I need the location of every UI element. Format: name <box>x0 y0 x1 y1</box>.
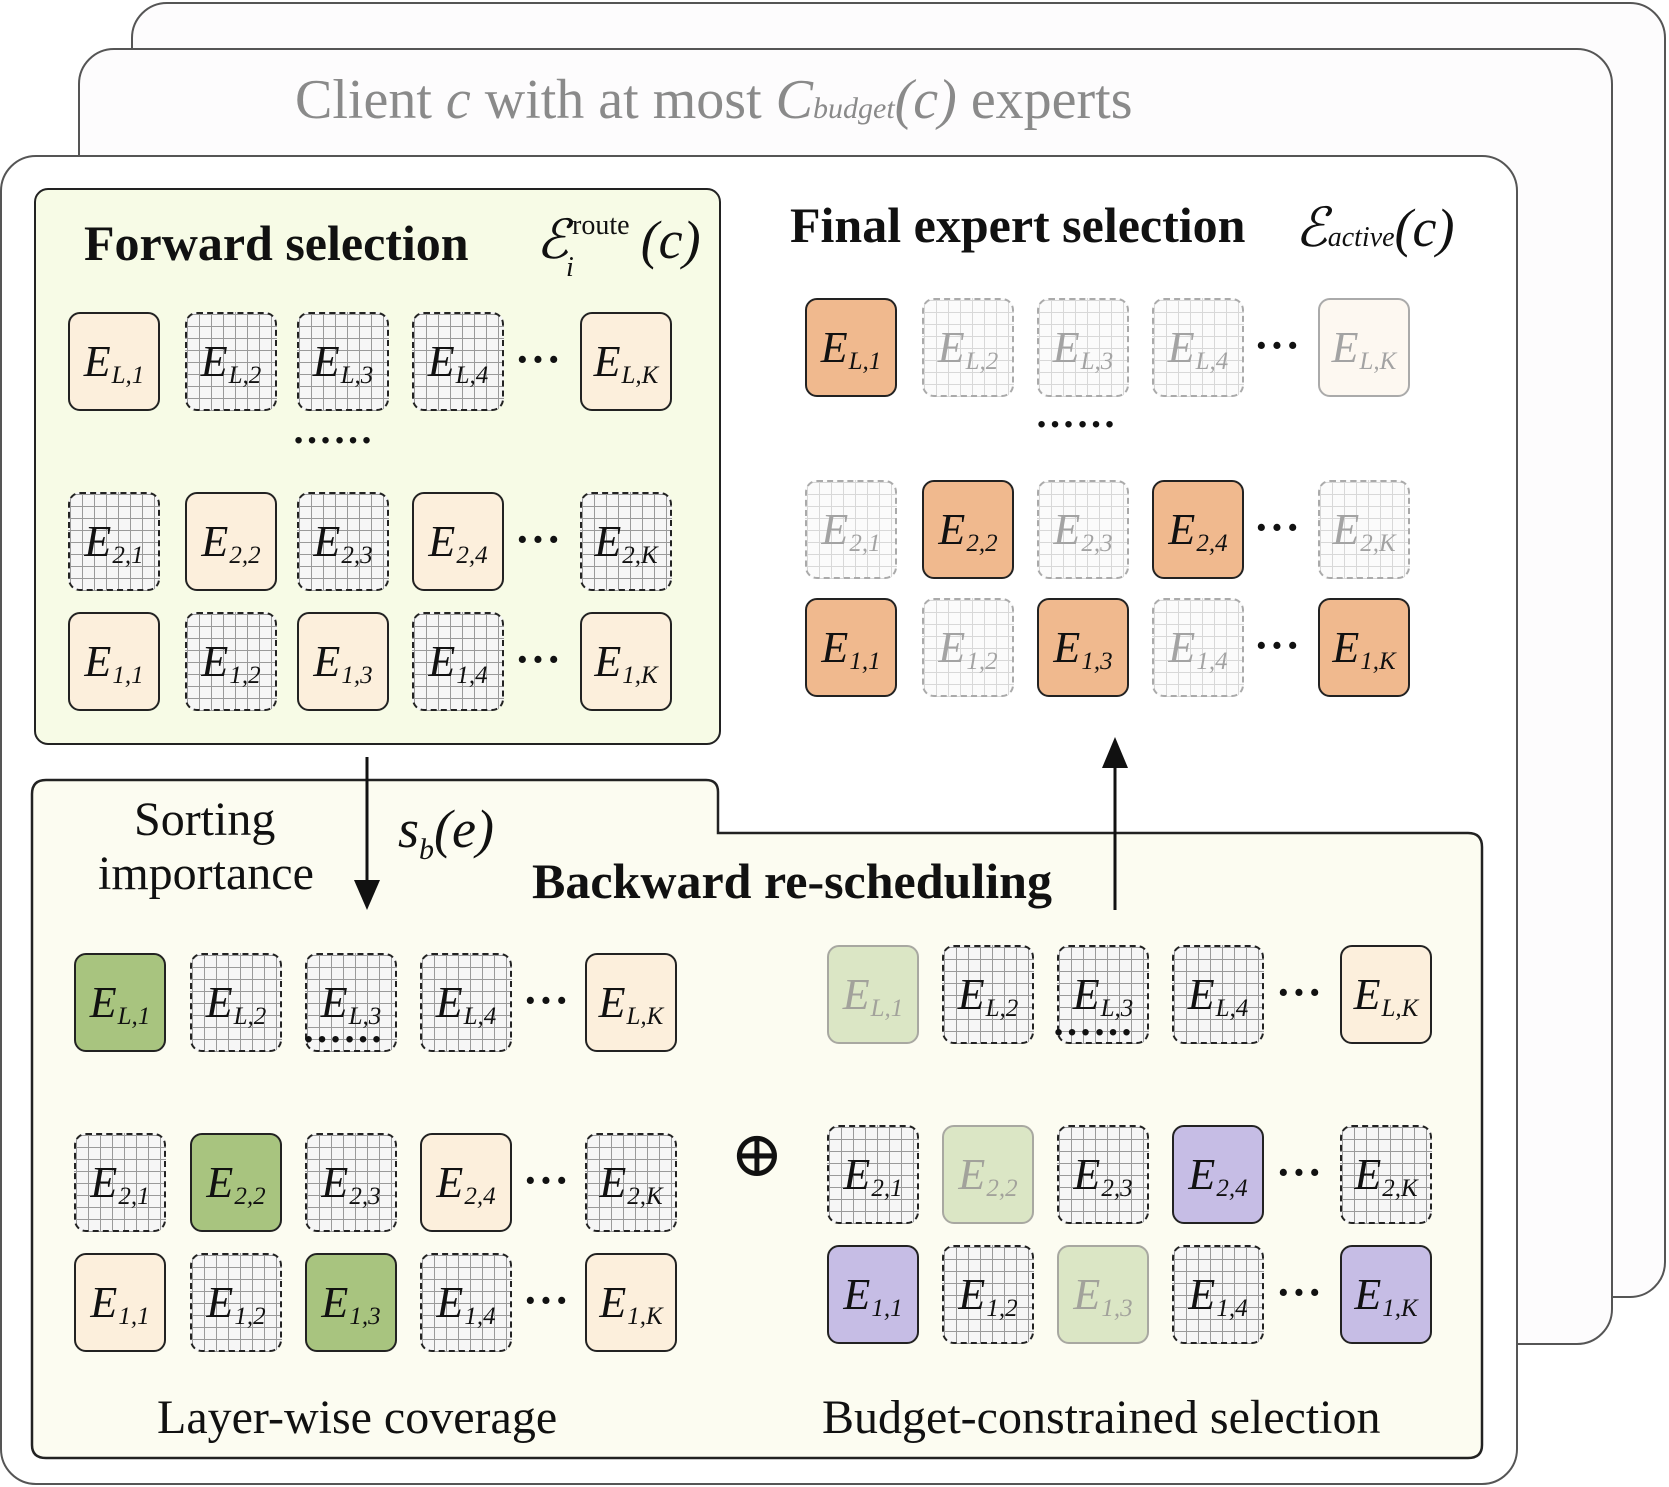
final-expert-l-3: E L,3 <box>1037 298 1129 397</box>
coverage-expert-1-4: E 1,4 <box>420 1253 512 1352</box>
budget-expert-1-2: E 1,2 <box>942 1245 1034 1344</box>
final-expert-2-1: E 2,1 <box>805 480 897 579</box>
final-expert-1-4: E 1,4 <box>1152 598 1244 697</box>
final-expert-2-2: E 2,2 <box>922 480 1014 579</box>
budget-expert-l-2: E L,2 <box>942 945 1034 1044</box>
budget-expert-l-k: E L,K <box>1340 945 1432 1044</box>
budget-expert-l-3: E L,3 <box>1057 945 1149 1044</box>
budget-expert-2-1: E 2,1 <box>827 1125 919 1224</box>
coverage-expert-2-1: E 2,1 <box>74 1133 166 1232</box>
final-selection-title: Final expert selection <box>790 197 1246 253</box>
final-expert-2-4: E 2,4 <box>1152 480 1244 579</box>
final-layer-ellipsis: …… <box>1035 391 1117 436</box>
budget-expert-2-k: E 2,K <box>1340 1125 1432 1224</box>
coverage-expert-1-3: E 1,3 <box>305 1253 397 1352</box>
coverage-expert-2-3: E 2,3 <box>305 1133 397 1232</box>
final-row-ellipsis: ··· <box>1254 621 1302 670</box>
oplus-symbol: ⊕ <box>730 1119 784 1190</box>
coverage-expert-l-4: E L,4 <box>420 953 512 1052</box>
forward-expert-2-2: E 2,2 <box>185 492 277 591</box>
budget-expert-l-4: E L,4 <box>1172 945 1264 1044</box>
forward-expert-1-1: E 1,1 <box>68 612 160 711</box>
forward-row-ellipsis: ··· <box>515 635 563 684</box>
coverage-expert-2-k: E 2,K <box>585 1133 677 1232</box>
final-selection-math: ℰactive(c) <box>1295 198 1455 258</box>
coverage-expert-l-2: E L,2 <box>190 953 282 1052</box>
budget-expert-2-3: E 2,3 <box>1057 1125 1149 1224</box>
budget-expert-1-3: E 1,3 <box>1057 1245 1149 1344</box>
coverage-expert-l-3: E L,3 <box>305 953 397 1052</box>
coverage-row-ellipsis: ··· <box>523 976 571 1025</box>
final-expert-2-3: E 2,3 <box>1037 480 1129 579</box>
forward-expert-1-3: E 1,3 <box>297 612 389 711</box>
final-expert-l-2: E L,2 <box>922 298 1014 397</box>
coverage-expert-1-2: E 1,2 <box>190 1253 282 1352</box>
forward-expert-l-2: E L,2 <box>185 312 277 411</box>
coverage-expert-1-1: E 1,1 <box>74 1253 166 1352</box>
client-header: Client c with at most Cbudget(c) experts <box>295 69 1133 131</box>
budget-expert-2-2: E 2,2 <box>942 1125 1034 1224</box>
coverage-expert-2-4: E 2,4 <box>420 1133 512 1232</box>
forward-expert-1-4: E 1,4 <box>412 612 504 711</box>
forward-row-ellipsis: ··· <box>515 515 563 564</box>
forward-expert-l-4: E L,4 <box>412 312 504 411</box>
forward-expert-l-k: E L,K <box>580 312 672 411</box>
sorting-label-line2: importance <box>98 847 314 900</box>
sorting-label-line1: Sorting <box>134 793 276 846</box>
final-row-ellipsis: ··· <box>1254 503 1302 552</box>
final-expert-l-4: E L,4 <box>1152 298 1244 397</box>
final-expert-1-1: E 1,1 <box>805 598 897 697</box>
final-expert-l-1: E L,1 <box>805 298 897 397</box>
layer-caption: Layer-wise coverage <box>157 1391 558 1444</box>
coverage-row-ellipsis: ··· <box>523 1156 571 1205</box>
forward-expert-1-k: E 1,K <box>580 612 672 711</box>
final-expert-l-k: E L,K <box>1318 298 1410 397</box>
coverage-expert-l-k: E L,K <box>585 953 677 1052</box>
coverage-expert-l-1: E L,1 <box>74 953 166 1052</box>
budget-caption: Budget-constrained selection <box>822 1391 1381 1444</box>
final-expert-2-k: E 2,K <box>1318 480 1410 579</box>
budget-expert-1-k: E 1,K <box>1340 1245 1432 1344</box>
forward-selection-title: Forward selection <box>84 215 469 271</box>
forward-expert-l-3: E L,3 <box>297 312 389 411</box>
final-expert-1-3: E 1,3 <box>1037 598 1129 697</box>
forward-row-ellipsis: ··· <box>515 335 563 384</box>
budget-expert-l-1: E L,1 <box>827 945 919 1044</box>
forward-expert-2-1: E 2,1 <box>68 492 160 591</box>
coverage-expert-2-2: E 2,2 <box>190 1133 282 1232</box>
coverage-row-ellipsis: ··· <box>523 1276 571 1325</box>
forward-expert-2-4: E 2,4 <box>412 492 504 591</box>
final-expert-1-2: E 1,2 <box>922 598 1014 697</box>
budget-row-ellipsis: ··· <box>1276 968 1324 1017</box>
sorting-score-math: sb(e) <box>398 799 494 866</box>
forward-layer-ellipsis: …… <box>292 407 374 452</box>
coverage-expert-1-k: E 1,K <box>585 1253 677 1352</box>
final-row-ellipsis: ··· <box>1254 321 1302 370</box>
budget-expert-1-4: E 1,4 <box>1172 1245 1264 1344</box>
budget-layer-ellipsis: …… <box>1052 999 1134 1044</box>
coverage-layer-ellipsis: …… <box>302 1006 384 1051</box>
sorting-arrow-head <box>354 880 380 910</box>
forward-expert-l-1: E L,1 <box>68 312 160 411</box>
final-expert-1-k: E 1,K <box>1318 598 1410 697</box>
forward-expert-2-3: E 2,3 <box>297 492 389 591</box>
budget-expert-1-1: E 1,1 <box>827 1245 919 1344</box>
forward-expert-1-2: E 1,2 <box>185 612 277 711</box>
budget-expert-2-4: E 2,4 <box>1172 1125 1264 1224</box>
budget-row-ellipsis: ··· <box>1276 1148 1324 1197</box>
final-arrow-head <box>1102 737 1128 768</box>
forward-expert-2-k: E 2,K <box>580 492 672 591</box>
backward-title: Backward re-scheduling <box>532 853 1052 909</box>
budget-row-ellipsis: ··· <box>1276 1268 1324 1317</box>
